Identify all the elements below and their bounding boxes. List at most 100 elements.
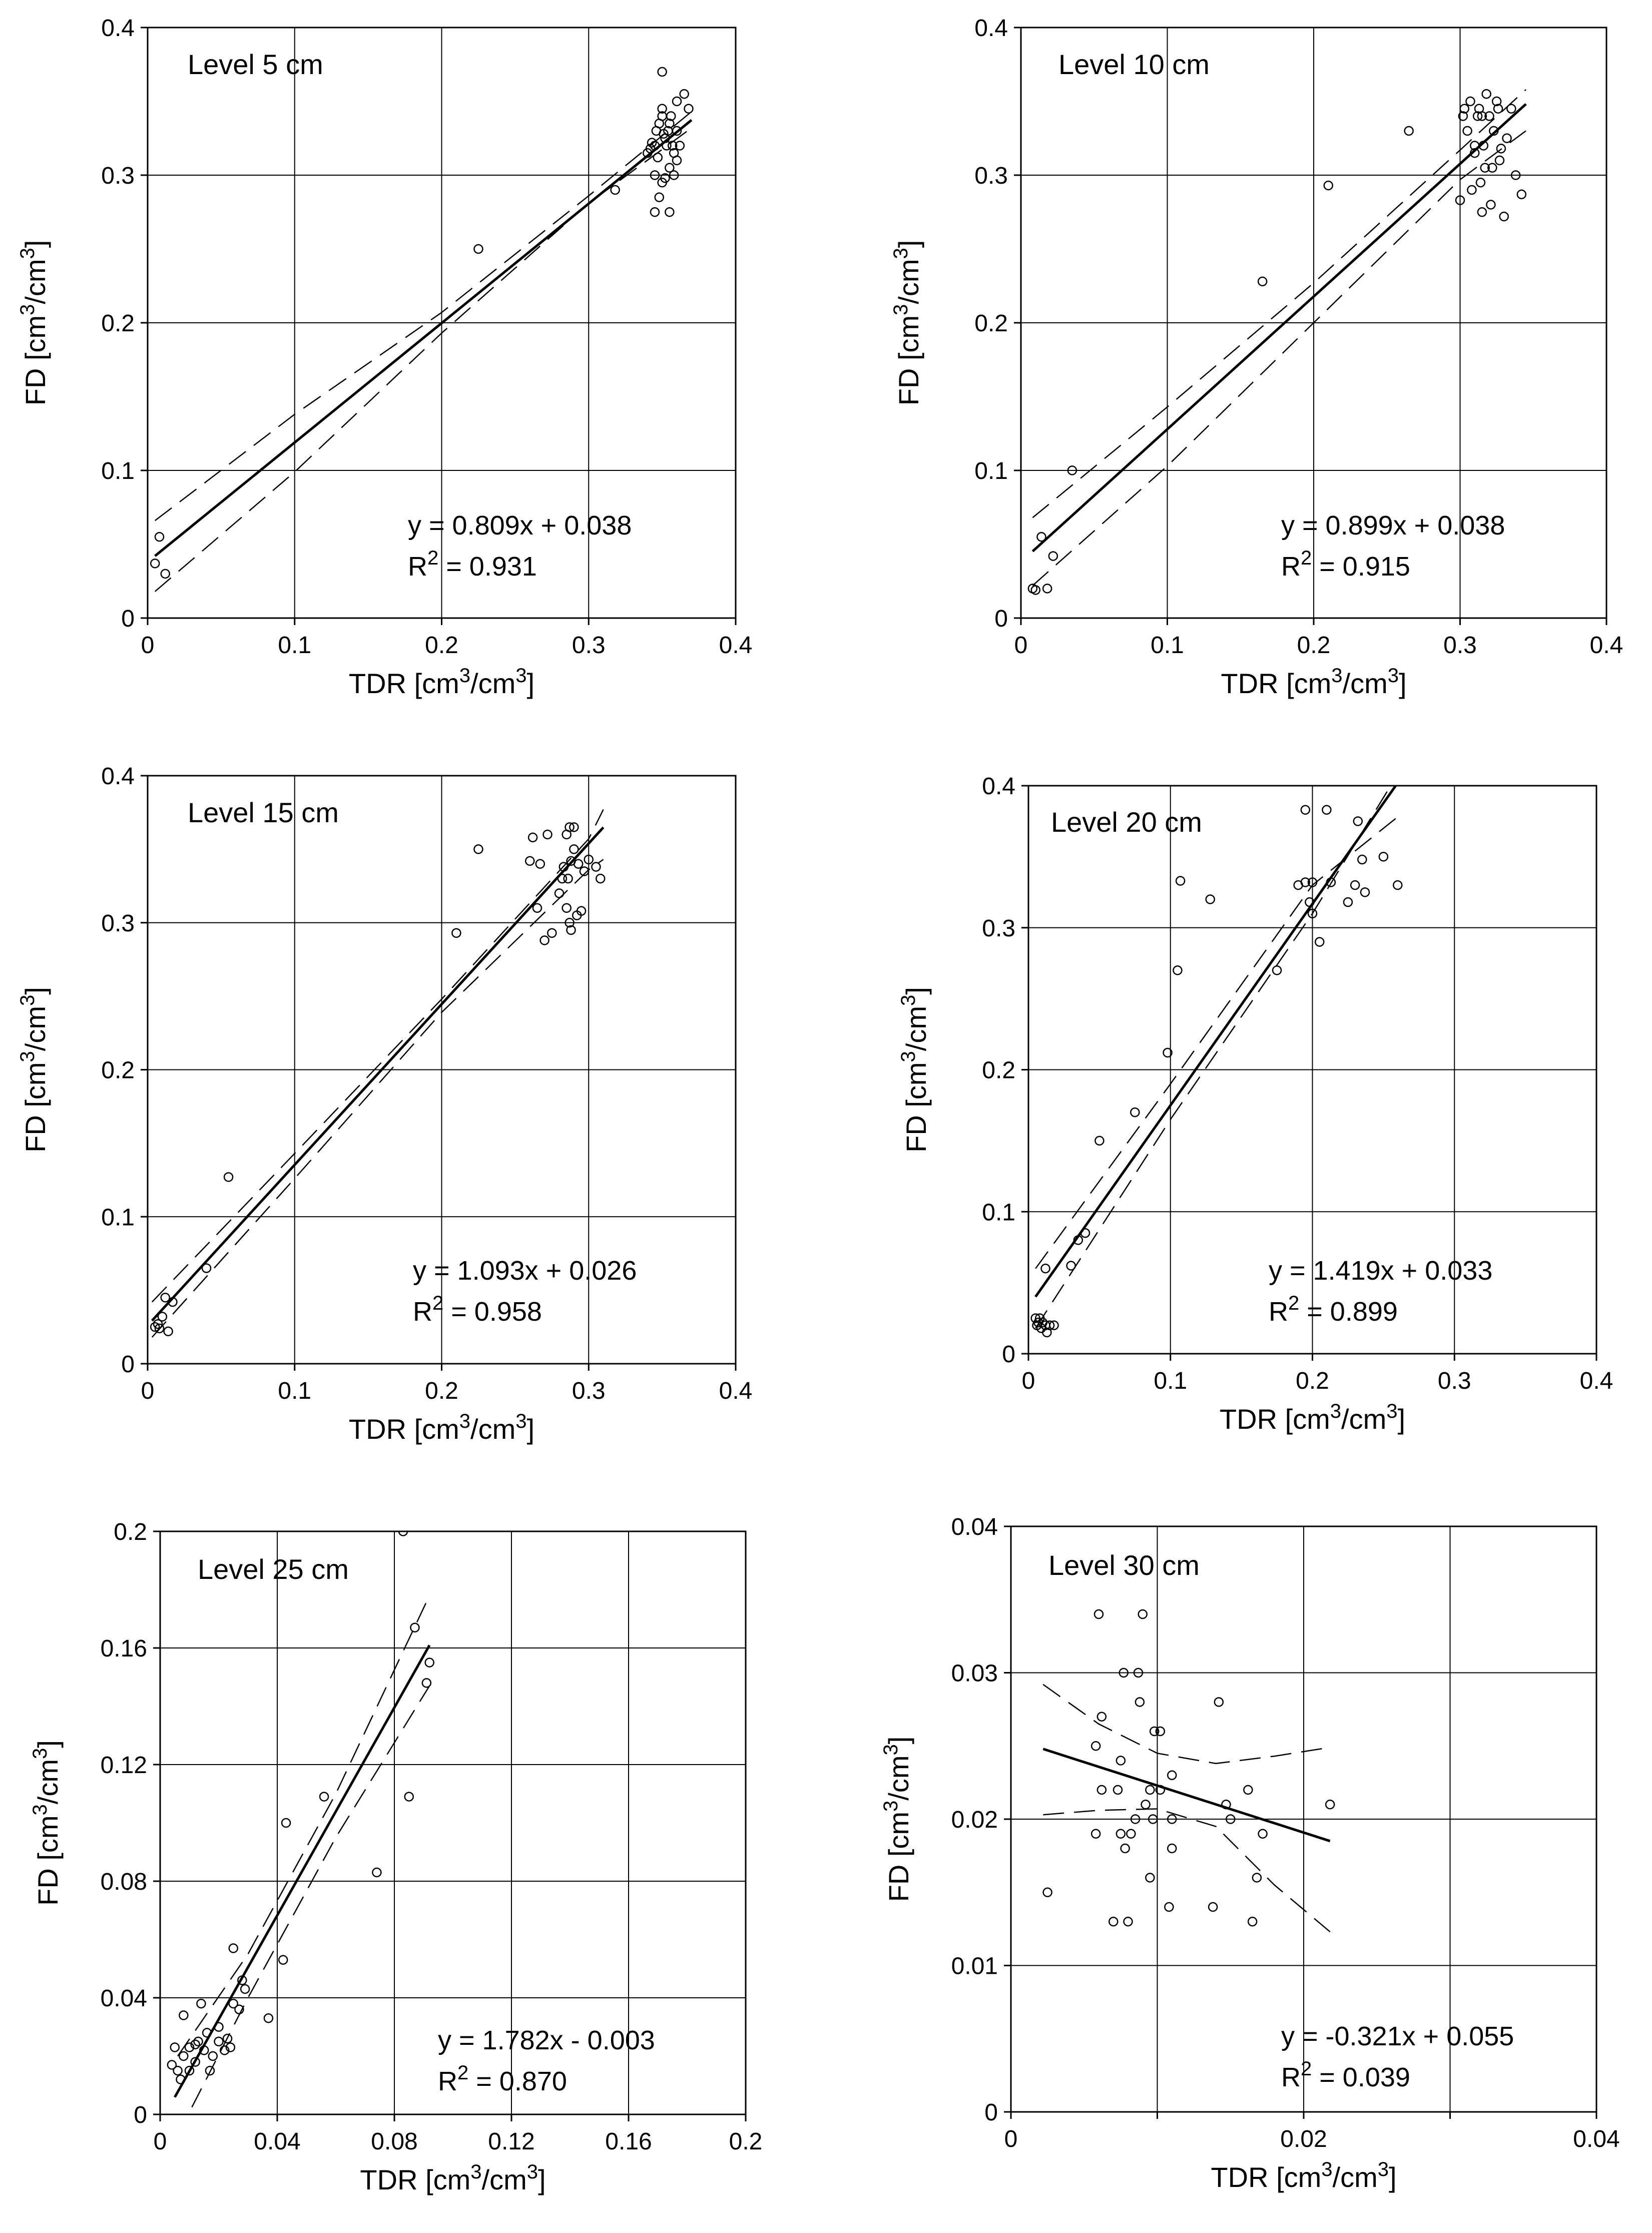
data-point (1458, 111, 1468, 121)
confidence-band-lower (151, 859, 604, 1338)
r-squared: R2 = 0.870 (438, 2062, 567, 2096)
data-point (1123, 1917, 1133, 1927)
confidence-band-lower (1035, 786, 1392, 1329)
data-point (547, 928, 557, 938)
y-tick-label: 0.3 (101, 163, 135, 189)
data-point (1467, 185, 1477, 195)
data-point (1148, 1814, 1158, 1824)
data-point (669, 170, 679, 180)
label-text: ] (1389, 2161, 1397, 2193)
y-tick-label: 0.1 (101, 458, 135, 484)
data-point (665, 119, 675, 129)
confidence-band-upper (1042, 1684, 1330, 1765)
data-point (150, 1322, 160, 1332)
data-point (1036, 532, 1046, 542)
y-axis-label: FD [cm3/cm3] (17, 240, 51, 406)
data-point (150, 559, 160, 569)
data-point (1138, 1609, 1148, 1619)
data-point (684, 104, 694, 114)
label-superscript: 3 (1388, 665, 1399, 687)
data-point (1120, 1843, 1130, 1854)
data-point (569, 844, 579, 854)
r-squared-superscript: 2 (1288, 1292, 1299, 1314)
data-point (1257, 276, 1268, 287)
data-point (1326, 877, 1336, 887)
data-point (1155, 1785, 1166, 1795)
data-point (208, 2051, 218, 2061)
data-point (1378, 852, 1389, 862)
data-point (1496, 144, 1506, 154)
data-point (591, 862, 601, 872)
data-point (565, 918, 575, 928)
data-point (410, 1622, 420, 1632)
r-squared-prefix: R (1281, 2062, 1301, 2092)
data-point (1499, 211, 1509, 222)
data-point (1516, 189, 1527, 200)
label-text: ] (538, 2164, 546, 2195)
regression-equation: y = 1.093x + 0.026 (413, 1256, 637, 1286)
data-point (563, 873, 573, 884)
data-point (1093, 1609, 1104, 1619)
label-text: ] (900, 987, 932, 995)
y-tick-label: 0.04 (101, 1985, 147, 2012)
regression-line (151, 826, 605, 1322)
data-point (193, 2036, 203, 2047)
data-point (199, 2045, 209, 2055)
data-point (1040, 1264, 1050, 1274)
data-point (1090, 1829, 1101, 1839)
label-text: ] (1399, 668, 1407, 699)
data-point (196, 1998, 206, 2009)
data-point (1096, 1785, 1107, 1795)
data-point (1126, 1829, 1136, 1839)
data-point (1491, 96, 1502, 107)
panel-title: Level 15 cm (188, 797, 339, 828)
data-point (1109, 1917, 1119, 1927)
label-text: FD [cm (893, 315, 924, 405)
regression-line (154, 119, 693, 557)
y-tick-label: 0.01 (951, 1953, 998, 1980)
data-point (214, 2036, 224, 2047)
data-point (184, 2065, 195, 2076)
x-tick-label: 0 (1014, 632, 1028, 659)
data-point (569, 822, 579, 832)
data-point (201, 1263, 212, 1273)
data-point (237, 1975, 247, 1985)
r-squared-superscript: 2 (1301, 2058, 1312, 2080)
regression-equation: y = 0.899x + 0.038 (1281, 510, 1505, 540)
data-point (1221, 1800, 1231, 1810)
regression-line (174, 1644, 431, 2098)
data-point (1477, 111, 1487, 121)
label-text: /cm (893, 259, 924, 304)
label-text: /cm (883, 1755, 914, 1800)
data-point (672, 96, 682, 107)
data-point (667, 141, 678, 151)
label-superscript: 3 (897, 1051, 919, 1062)
data-point (1393, 880, 1403, 890)
x-tick-label: 0 (141, 632, 155, 659)
data-point (1258, 1829, 1268, 1839)
plot-content (1027, 89, 1527, 595)
x-tick-label: 0.4 (719, 632, 753, 659)
r-squared-value: = 0.915 (1312, 551, 1410, 582)
plot-content (150, 809, 606, 1338)
data-point (1130, 1814, 1141, 1824)
data-point (1481, 89, 1491, 99)
data-point (1042, 1887, 1052, 1897)
data-point (660, 173, 670, 183)
label-superscript: 3 (459, 1410, 470, 1432)
data-point (228, 1943, 238, 1953)
data-point (154, 532, 165, 542)
data-point (473, 244, 483, 254)
data-point (1489, 126, 1499, 136)
x-tick-label: 0.3 (1438, 1368, 1471, 1394)
y-tick-label: 0.1 (982, 1199, 1015, 1226)
data-point (1307, 908, 1318, 919)
data-point (234, 2004, 244, 2015)
data-point (214, 2022, 224, 2032)
data-point (473, 844, 483, 854)
data-point (219, 2045, 230, 2055)
data-point (1465, 96, 1475, 107)
confidence-band-upper (151, 809, 604, 1303)
r-squared: R2 = 0.915 (1281, 547, 1410, 582)
